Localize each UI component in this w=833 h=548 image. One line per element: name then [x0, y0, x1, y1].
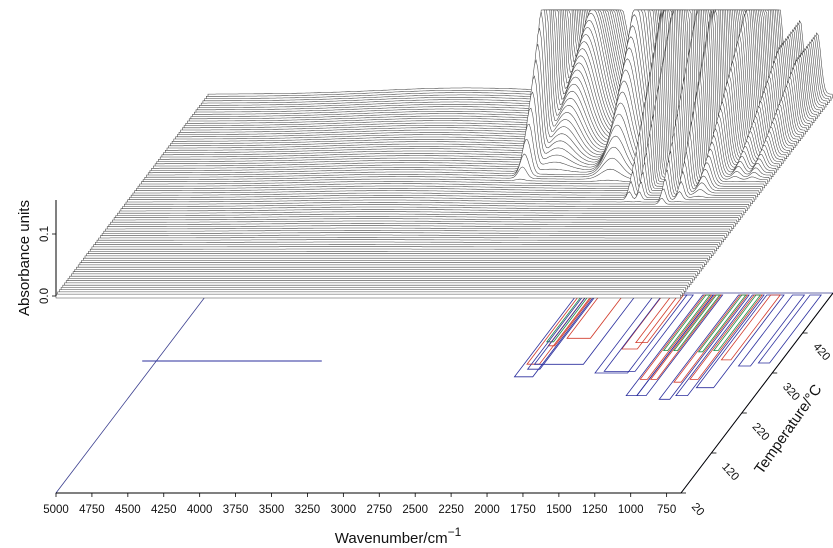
spectrum-trace-41 — [125, 188, 752, 207]
contour-line-6-1 — [649, 294, 722, 380]
spectrum-trace-42 — [127, 179, 754, 204]
y-axis-line — [680, 292, 833, 494]
contour-line-7-1 — [673, 294, 749, 383]
contour-line-8-1 — [689, 294, 764, 380]
contour-line-5-1 — [639, 294, 713, 380]
contour-floor-plane — [55, 292, 833, 494]
contour-line-7-2 — [697, 294, 747, 353]
y-tick-label-20: 20 — [689, 501, 706, 519]
contour-plot — [55, 292, 833, 494]
x-tick-label-3500: 3500 — [259, 504, 285, 516]
x-tick-label-2000: 2000 — [474, 504, 500, 516]
contour-line-11-0 — [757, 294, 823, 364]
x-tick-label-750: 750 — [657, 504, 676, 516]
x-tick-label-2500: 2500 — [402, 504, 428, 516]
contour-line-10-0 — [737, 294, 806, 367]
contour-line-0-1 — [526, 294, 593, 365]
x-axis-title-exponent: −1 — [448, 525, 462, 539]
x-tick-label-5000: 5000 — [43, 504, 69, 516]
contour-line-8-2 — [712, 294, 762, 351]
contour-line-7-0 — [658, 294, 750, 400]
x-axis-title: Wavenumber/cm−1 — [335, 525, 462, 547]
x-tick-label-4500: 4500 — [115, 504, 141, 516]
contour-line-5-2 — [662, 294, 711, 351]
z-tick-label-0.0: 0.0 — [39, 288, 51, 304]
contour-line-9-0 — [695, 294, 785, 389]
contour-line-9-1 — [720, 294, 782, 361]
contour-line-8-0 — [675, 294, 765, 396]
x-tick-label-3250: 3250 — [295, 504, 321, 516]
contour-line-6-0 — [636, 294, 724, 396]
waterfall-traces — [55, 9, 833, 299]
x-tick-label-1750: 1750 — [510, 504, 536, 516]
x-tick-label-3000: 3000 — [331, 504, 357, 516]
spectrum-trace-0 — [55, 293, 682, 299]
spectrum-trace-43 — [129, 169, 755, 202]
x-tick-label-2250: 2250 — [438, 504, 464, 516]
x-tick-label-4250: 4250 — [151, 504, 177, 516]
contour-line-4-1 — [634, 294, 685, 343]
x-tick-label-4750: 4750 — [79, 504, 105, 516]
contour-line-0-2 — [545, 294, 591, 343]
contour-line-6-2 — [673, 294, 721, 351]
contour-line-4-0 — [603, 294, 695, 372]
z-axis-title: Absorbance units — [16, 200, 33, 316]
y-tick-label-120: 120 — [719, 461, 741, 483]
z-tick-label-0.1: 0.1 — [39, 226, 51, 242]
x-axis-title-text: Wavenumber/cm — [335, 530, 448, 547]
x-tick-label-1500: 1500 — [546, 504, 572, 516]
spectrum-trace-44 — [130, 160, 757, 200]
y-tick-label-220: 220 — [750, 421, 772, 443]
x-tick-label-1000: 1000 — [618, 504, 644, 516]
x-tick-label-1250: 1250 — [582, 504, 608, 516]
x-tick-label-2750: 2750 — [366, 504, 392, 516]
x-tick-label-3750: 3750 — [223, 504, 249, 516]
y-tick-label-420: 420 — [810, 341, 832, 363]
x-tick-label-4000: 4000 — [187, 504, 213, 516]
